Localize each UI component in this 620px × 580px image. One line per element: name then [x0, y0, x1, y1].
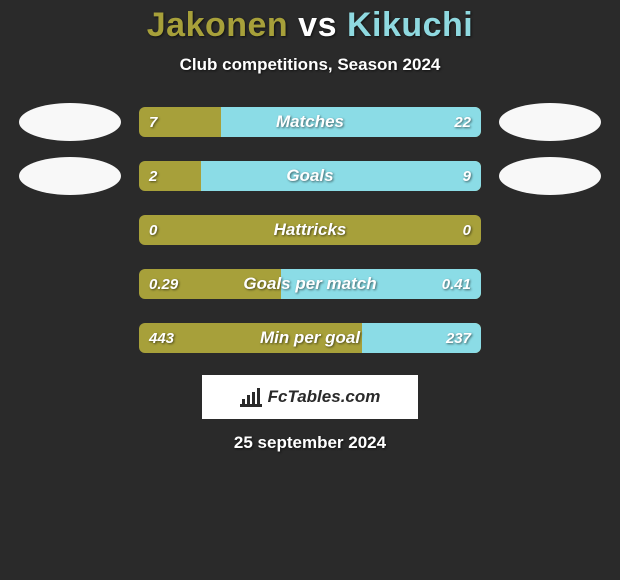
avatar-spacer	[499, 265, 601, 303]
stat-bar: 443Min per goal237	[139, 323, 481, 353]
stat-bar: 0.29Goals per match0.41	[139, 269, 481, 299]
player1-avatar	[19, 103, 121, 141]
stat-bar-right-fill	[221, 107, 481, 137]
player2-avatar	[499, 103, 601, 141]
avatar-spacer	[499, 211, 601, 249]
avatar-spacer	[19, 211, 121, 249]
stat-row: 2Goals9	[0, 157, 620, 195]
stat-value-player1: 443	[149, 323, 174, 353]
title-vs: vs	[298, 6, 337, 44]
brand-text: FcTables.com	[268, 387, 381, 407]
stat-label: Hattricks	[139, 215, 481, 245]
stat-bar-right-fill	[362, 323, 481, 353]
stat-value-player1: 0	[149, 215, 157, 245]
stat-bar: 7Matches22	[139, 107, 481, 137]
subtitle: Club competitions, Season 2024	[0, 55, 620, 75]
player2-avatar	[499, 157, 601, 195]
stat-bar: 0Hattricks0	[139, 215, 481, 245]
comparison-card: Jakonen vs Kikuchi Club competitions, Se…	[0, 0, 620, 453]
title-player1: Jakonen	[147, 6, 288, 44]
avatar-spacer	[19, 319, 121, 357]
avatar-spacer	[19, 265, 121, 303]
stats-list: 7Matches22 2Goals9 0Hattricks0 0.29Goals pe…	[0, 103, 620, 357]
stat-value-player1: 0.29	[149, 269, 178, 299]
title-player2: Kikuchi	[347, 6, 473, 44]
stat-row: 0.29Goals per match0.41	[0, 265, 620, 303]
date-line: 25 september 2024	[0, 433, 620, 453]
stat-bar: 2Goals9	[139, 161, 481, 191]
stat-bar-right-fill	[281, 269, 481, 299]
avatar-spacer	[499, 319, 601, 357]
stat-value-player1: 7	[149, 107, 157, 137]
stat-row: 443Min per goal237	[0, 319, 620, 357]
stat-row: 7Matches22	[0, 103, 620, 141]
stat-row: 0Hattricks0	[0, 211, 620, 249]
stat-value-player1: 2	[149, 161, 157, 191]
page-title: Jakonen vs Kikuchi	[0, 6, 620, 45]
player1-avatar	[19, 157, 121, 195]
stat-value-player2: 0	[463, 215, 471, 245]
brand-chart-icon	[240, 387, 262, 407]
brand-badge[interactable]: FcTables.com	[202, 375, 418, 419]
stat-bar-right-fill	[201, 161, 481, 191]
